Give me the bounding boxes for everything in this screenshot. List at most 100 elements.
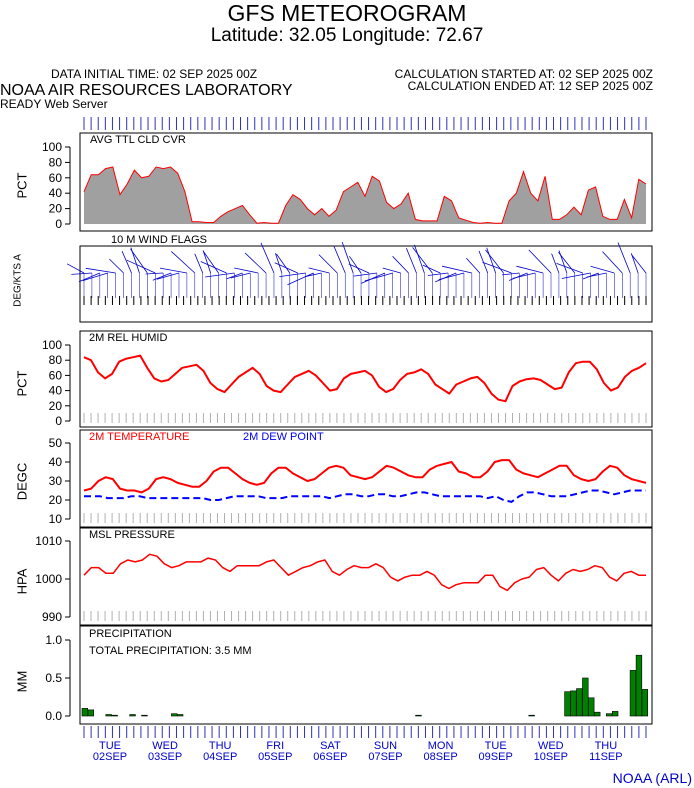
temp-tick-label: 40 — [49, 455, 63, 469]
wind-barb — [304, 272, 322, 278]
day-date: 09SEP — [478, 751, 513, 763]
precip-bar — [81, 708, 88, 717]
calc-started-label: CALCULATION STARTED AT: 02 SEP 2025 00Z — [394, 67, 653, 81]
precip-bar — [111, 714, 118, 717]
precip-bar — [105, 714, 112, 717]
wind-barb — [200, 261, 227, 274]
temp-tick-label: 50 — [49, 436, 63, 450]
rh-tick-label: 40 — [49, 384, 63, 398]
rh-tick-label: 100 — [42, 338, 62, 352]
wind-barb — [602, 251, 623, 274]
cloud-tick-label: 20 — [49, 202, 63, 216]
wind-barb — [348, 263, 370, 274]
day-label-9: THU 11SEP — [581, 741, 631, 763]
day-of-week: TUE — [484, 740, 507, 752]
temperature-line — [83, 459, 647, 494]
wind-barb — [406, 248, 417, 274]
wind-barb — [318, 254, 338, 274]
dewpoint-line — [84, 489, 646, 503]
panel-frame-4 — [79, 527, 653, 626]
day-label-6: MON 08SEP — [416, 741, 466, 763]
precip-total: TOTAL PRECIPITATION: 3.5 MM — [89, 645, 252, 657]
footer-label: NOAA (ARL) — [612, 770, 692, 786]
wind-barb — [516, 265, 544, 274]
wind-barb — [631, 254, 647, 274]
wind-barb — [466, 257, 481, 274]
wind-barb — [287, 272, 314, 286]
precip-bar — [641, 689, 648, 717]
rh-tick-label: 80 — [49, 353, 63, 367]
panel-frame-0 — [79, 132, 653, 232]
day-date: 08SEP — [423, 751, 458, 763]
wind-barb — [152, 272, 172, 281]
wind-barb — [427, 272, 449, 276]
wind-barb — [121, 251, 132, 274]
wind-barb — [528, 249, 552, 274]
precip-bar — [611, 711, 619, 717]
precip-bar — [594, 711, 601, 717]
wind-barb — [276, 253, 291, 274]
precip-bar — [177, 714, 184, 717]
wind-barb — [382, 267, 401, 274]
wind-barb — [392, 256, 409, 274]
rh-tick-label: 60 — [49, 368, 63, 382]
calc-ended-label: CALCULATION ENDED AT: 12 SEP 2025 00Z — [407, 79, 653, 93]
wind-barb — [561, 272, 591, 279]
day-of-week: TUE — [99, 740, 121, 752]
day-date: 10SEP — [533, 751, 568, 763]
cloud-tick-label: 40 — [49, 186, 63, 200]
wind-barb — [226, 272, 243, 280]
wind-barb — [244, 252, 267, 274]
day-date: 05SEP — [258, 751, 293, 763]
day-of-week: THU — [208, 740, 232, 752]
init-time-label: DATA INITIAL TIME: 02 SEP 2025 00Z — [51, 67, 258, 81]
temp-tick-label: 20 — [49, 493, 63, 507]
wind-barb — [414, 244, 425, 274]
day-date: 04SEP — [203, 751, 238, 763]
panel-frame-5 — [79, 625, 653, 725]
day-label-7: TUE 09SEP — [471, 741, 521, 763]
wind-barb — [66, 263, 85, 274]
precip-bar — [570, 690, 577, 717]
wind-barb — [442, 265, 472, 274]
location-label: Latitude: 32.05 Longitude: 72.67 — [210, 25, 484, 46]
pressure-tick-label: 990 — [42, 610, 62, 624]
wind-barb — [274, 262, 298, 274]
day-of-week: THU — [594, 740, 618, 752]
wind-barb — [194, 253, 204, 274]
day-of-week: MON — [427, 740, 454, 752]
wind-barb — [556, 263, 583, 274]
day-date: 07SEP — [368, 751, 403, 763]
wind-barb — [308, 267, 330, 274]
wind-barb — [126, 259, 156, 274]
precip-title: PRECIPITATION — [89, 628, 172, 640]
wind-barb — [486, 247, 496, 274]
wind-barb — [349, 256, 362, 274]
rh-tick-label: 0 — [55, 414, 62, 428]
precip-bar — [605, 713, 613, 717]
bottom-hour-labels — [83, 726, 647, 738]
day-label-5: SUN 07SEP — [360, 741, 410, 763]
precip-bar — [582, 677, 589, 717]
wind-barb — [234, 267, 259, 274]
pressure-title: MSL PRESSURE — [89, 529, 175, 541]
wind-barb — [109, 258, 124, 274]
cloud-tick-label: 80 — [49, 155, 63, 169]
precip-bar — [171, 713, 178, 717]
wind-barb — [586, 272, 607, 278]
day-of-week: WED — [152, 740, 178, 752]
cloud-line — [83, 166, 647, 224]
wind-barb — [71, 272, 92, 275]
wind-barb — [501, 272, 520, 276]
wind-barb — [203, 251, 219, 274]
wind-barb — [145, 272, 164, 275]
precip-bar — [141, 714, 148, 717]
precip-bar — [129, 714, 136, 717]
panel-frame-1 — [79, 245, 653, 323]
panel-frame-2 — [79, 330, 653, 428]
cloud-tick-label: 0 — [55, 217, 62, 231]
cloud-area — [84, 167, 646, 224]
wind-barb — [159, 267, 187, 274]
wind-barb — [130, 248, 148, 274]
